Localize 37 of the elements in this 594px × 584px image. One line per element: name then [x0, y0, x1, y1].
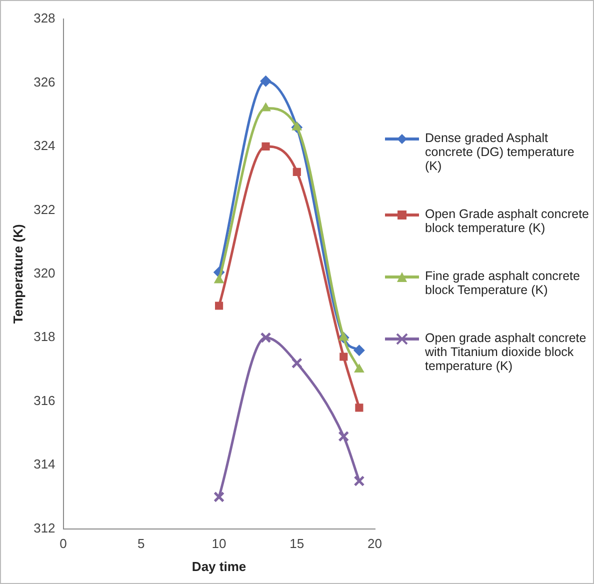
point — [260, 76, 272, 87]
point — [214, 302, 224, 310]
x-axis-title: Day time — [192, 558, 246, 574]
y-tick-label: 316 — [34, 392, 56, 408]
x-tick-label: 15 — [290, 536, 304, 552]
y-axis-title: Temperature (K) — [10, 224, 26, 324]
y-tick-label: 324 — [34, 138, 56, 154]
legend-label: Dense graded Asphalt concrete (DG) temperature (K) — [425, 131, 576, 173]
point — [338, 332, 348, 341]
point — [354, 476, 365, 486]
y-tick-label: 326 — [34, 74, 56, 90]
point — [262, 142, 270, 150]
point — [260, 332, 272, 344]
y-tick-label: 322 — [34, 202, 56, 217]
point — [354, 364, 364, 372]
point — [338, 430, 350, 442]
x-tick-label: 0 — [60, 536, 67, 552]
y-tick-label: 314 — [34, 456, 56, 472]
x-tick-label: 20 — [368, 536, 382, 552]
y-tick-label: 318 — [34, 329, 56, 344]
y-tick-label: 320 — [34, 265, 56, 280]
point — [292, 168, 301, 176]
point — [291, 358, 302, 369]
point — [354, 344, 365, 356]
point — [355, 404, 364, 412]
y-tick-label: 328 — [34, 10, 56, 26]
legend-label: Open grade asphalt concrete with Titanium dioxide block temperature (K) — [425, 331, 588, 373]
point — [260, 102, 271, 112]
point — [214, 491, 225, 502]
x-tick-label: 10 — [212, 536, 226, 552]
legend-label: Fine grade asphalt concrete block Temperature (K) — [425, 269, 581, 297]
legend-label: Open Grade asphalt concrete block temperature (K) — [425, 207, 590, 235]
point — [214, 274, 224, 284]
x-tick-label: 5 — [138, 536, 145, 552]
point — [340, 352, 348, 361]
point — [292, 122, 302, 130]
y-tick-label: 312 — [34, 520, 56, 536]
